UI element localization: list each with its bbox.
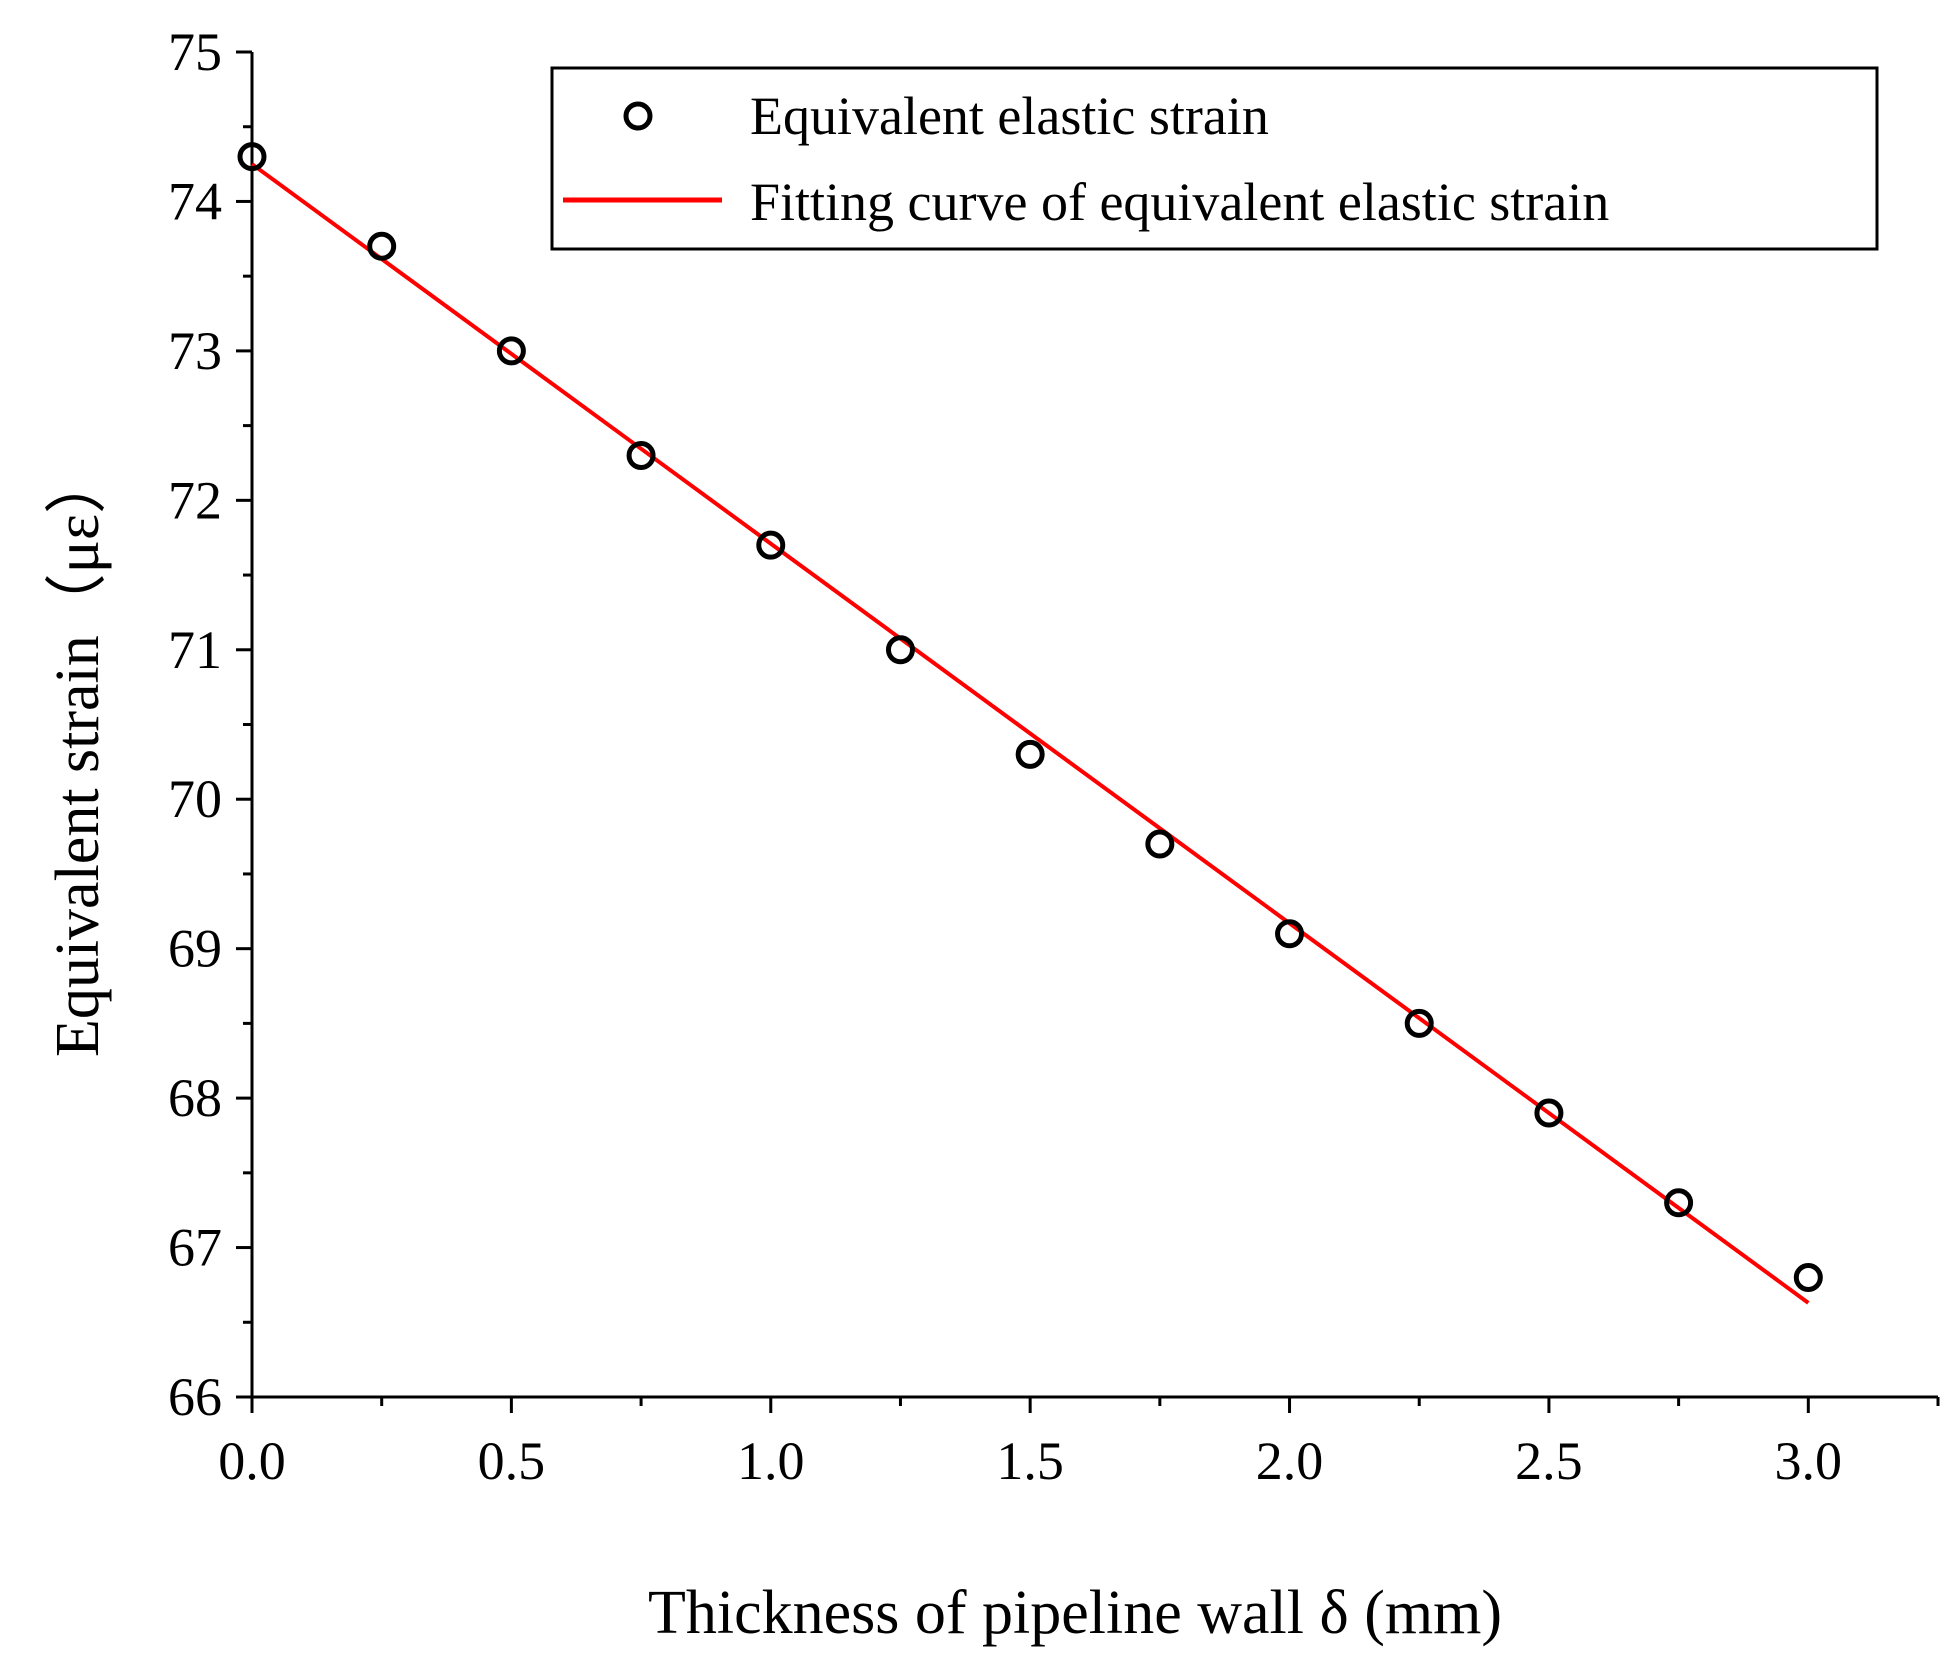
x-tick-label: 1.5 xyxy=(996,1431,1064,1491)
legend-label-scatter: Equivalent elastic strain xyxy=(750,86,1269,146)
fit-line xyxy=(250,162,1810,1305)
y-tick-label: 69 xyxy=(168,919,222,979)
data-point xyxy=(1275,919,1305,949)
y-tick-label: 71 xyxy=(168,620,222,680)
data-point xyxy=(1015,739,1045,769)
y-tick-label: 70 xyxy=(168,769,222,829)
legend-box xyxy=(550,66,1879,251)
x-tick-label: 2.5 xyxy=(1515,1431,1583,1491)
legend-label-line: Fitting curve of equivalent elastic stra… xyxy=(750,172,1609,232)
x-tick-label: 2.0 xyxy=(1256,1431,1324,1491)
y-tick-label: 74 xyxy=(168,171,222,231)
y-tick-label: 68 xyxy=(168,1068,222,1128)
x-tick-label: 3.0 xyxy=(1775,1431,1843,1491)
data-point xyxy=(626,441,656,470)
data-point xyxy=(1404,1008,1434,1038)
x-axis-title: Thickness of pipeline wall δ (mm) xyxy=(648,1579,1502,1647)
data-point xyxy=(367,231,397,261)
data-point xyxy=(1664,1188,1694,1218)
data-point xyxy=(1145,829,1175,859)
legend-marker-scatter xyxy=(623,101,653,131)
y-tick-label: 75 xyxy=(168,22,222,82)
data-point xyxy=(885,635,915,665)
x-tick-label: 0.5 xyxy=(478,1431,546,1491)
y-tick-label: 72 xyxy=(168,470,222,530)
data-point xyxy=(496,336,526,366)
x-tick-label: 1.0 xyxy=(737,1431,805,1491)
y-tick-label: 66 xyxy=(168,1367,222,1427)
x-tick-label: 0.0 xyxy=(218,1431,286,1491)
y-axis-title: Equivalent strain（με） xyxy=(44,452,112,1057)
data-point xyxy=(237,142,267,172)
data-point xyxy=(1534,1098,1564,1128)
y-tick-label: 73 xyxy=(168,321,222,381)
legend: Equivalent elastic strain Fitting curve o… xyxy=(550,66,1879,251)
data-point xyxy=(1793,1262,1823,1292)
y-tick-label: 67 xyxy=(168,1218,222,1278)
data-point xyxy=(756,530,786,560)
ticks: 0.0 0.5 1.0 1.5 2.0 2.5 3.0 66 67 68 69 70 71 72 73 74 7… xyxy=(168,22,1940,1491)
series-layer xyxy=(237,142,1823,1305)
